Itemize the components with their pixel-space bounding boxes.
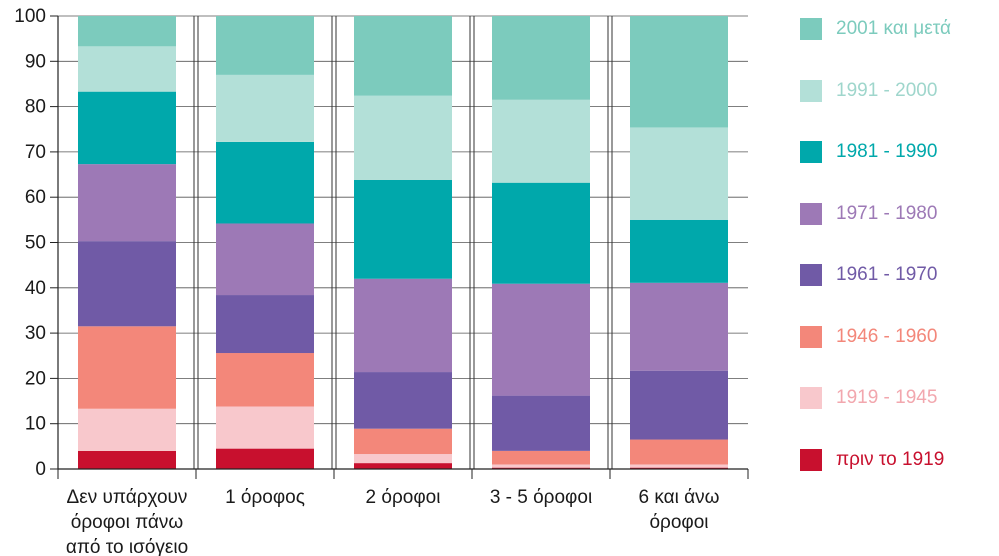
- legend-label: 1919 - 1945: [836, 387, 938, 408]
- bar-segment: [78, 164, 176, 242]
- bar-segment: [78, 241, 176, 327]
- bar-segment: [630, 464, 728, 468]
- legend-item: 1971 - 1980: [800, 199, 937, 229]
- bar-segment: [630, 127, 728, 220]
- legend-item: 1981 - 1990: [800, 137, 937, 167]
- bar-segment: [492, 467, 590, 469]
- bar-segment: [216, 353, 314, 407]
- bar-segment: [354, 454, 452, 464]
- legend-item: 2001 και μετά: [800, 14, 951, 44]
- x-tick-label-line: από το ισόγειο: [66, 537, 188, 556]
- y-tick-label: 100: [14, 6, 46, 27]
- y-tick-label: 30: [25, 323, 46, 344]
- bar-segment: [492, 182, 590, 284]
- bar-segment: [630, 219, 728, 283]
- legend-label: 1991 - 2000: [836, 79, 938, 101]
- legend-swatch: [800, 141, 822, 163]
- bar-segment: [630, 282, 728, 371]
- y-tick-label: 70: [25, 142, 46, 163]
- bar-segment: [630, 370, 728, 440]
- bar-segment: [216, 223, 314, 296]
- bar-segment: [492, 283, 590, 396]
- bar-segment: [78, 450, 176, 469]
- legend-label: 1961 - 1970: [836, 264, 938, 285]
- bar-segment: [630, 439, 728, 465]
- bar-segment: [216, 16, 314, 75]
- y-tick-label: 10: [25, 414, 46, 435]
- x-tick-label: 6 και άνω όροφοι: [639, 487, 720, 533]
- y-tick-label: 90: [25, 51, 46, 72]
- legend-item: 1946 - 1960: [800, 322, 937, 352]
- bar-segment: [78, 91, 176, 165]
- bar-segment: [492, 464, 590, 468]
- bar-segment: [354, 179, 452, 279]
- x-tick-label-line: 6 και άνω: [639, 487, 720, 508]
- bar-segment: [354, 428, 452, 455]
- x-tick-label-line: 3 - 5 όροφοι: [490, 487, 592, 508]
- legend-item: 1961 - 1970: [800, 260, 937, 290]
- legend-label: 1981 - 1990: [836, 141, 938, 162]
- axes: [50, 15, 749, 479]
- x-tick-label-line: 2 όροφοι: [366, 487, 441, 508]
- bar-segment: [216, 141, 314, 224]
- bar-segment: [78, 326, 176, 409]
- bar-segment: [354, 16, 452, 96]
- x-tick-label: 3 - 5 όροφοι: [490, 487, 592, 508]
- legend-label: πριν το 1919: [836, 448, 945, 470]
- bar-segment: [354, 278, 452, 373]
- bar-segment: [78, 46, 176, 92]
- bar-segment: [492, 99, 590, 183]
- legend-label: 1946 - 1960: [836, 325, 938, 347]
- y-tick-label: 60: [25, 187, 46, 208]
- x-tick-label: 1 όροφος: [225, 487, 305, 508]
- legend-swatch: [800, 325, 822, 348]
- bar-segment: [630, 467, 728, 469]
- y-tick-labels: 0 10 20 30 40 50 60 70 80 90 100: [14, 6, 46, 480]
- category-dividers: [193, 16, 613, 469]
- legend-item: 1919 - 1945: [800, 383, 937, 413]
- bar-segment: [78, 408, 176, 451]
- legend-label: 2001 και μετά: [836, 18, 951, 39]
- bar-segment: [354, 95, 452, 180]
- bar-segment: [216, 74, 314, 142]
- bar-segment: [354, 463, 452, 469]
- bar-segment: [216, 406, 314, 449]
- bar-segment: [216, 295, 314, 354]
- bar-segment: [630, 16, 728, 128]
- legend-swatch: [800, 387, 822, 409]
- bar-segment: [492, 16, 590, 100]
- y-tick-label: 40: [25, 278, 46, 299]
- bar-segment: [492, 450, 590, 465]
- x-tick-label: 2 όροφοι: [366, 487, 441, 508]
- legend-swatch: [800, 264, 822, 286]
- legend-swatch: [800, 18, 822, 40]
- bar-segment: [354, 372, 452, 429]
- bars: [78, 16, 728, 469]
- y-tick-label: 0: [35, 459, 46, 480]
- y-tick-label: 20: [25, 368, 46, 389]
- x-tick-labels: Δεν υπάρχουν όροφοι πάνω από το ισόγειο 1 ό…: [66, 487, 720, 556]
- x-tick-label: Δεν υπάρχουν όροφοι πάνω από το ισόγειο: [66, 487, 188, 556]
- legend-swatch: [800, 448, 822, 471]
- x-tick-label-line: Δεν υπάρχουν: [67, 487, 188, 508]
- y-tick-label: 50: [25, 233, 46, 254]
- bar-segment: [216, 448, 314, 469]
- y-tick-label: 80: [25, 97, 46, 118]
- x-tick-label-line: όροφοι: [649, 512, 708, 533]
- legend-swatch: [800, 202, 822, 225]
- x-tick-label-line: όροφοι πάνω: [71, 512, 184, 533]
- legend-swatch: [800, 79, 822, 102]
- legend-label: 1971 - 1980: [836, 202, 938, 224]
- legend-item: πριν το 1919: [800, 445, 944, 475]
- bar-segment: [78, 16, 176, 47]
- x-tick-label-line: 1 όροφος: [225, 487, 305, 508]
- legend-item: 1991 - 2000: [800, 76, 937, 106]
- bar-segment: [492, 395, 590, 451]
